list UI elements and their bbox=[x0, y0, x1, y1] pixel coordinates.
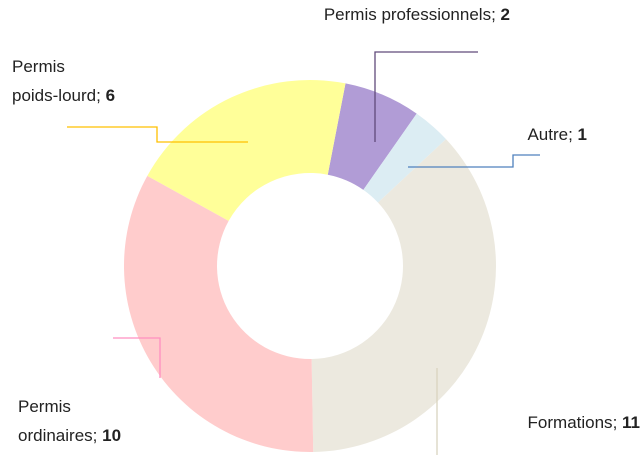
separator: ; bbox=[568, 125, 577, 144]
donut-slice bbox=[363, 113, 447, 203]
data-label: Permis bbox=[12, 57, 65, 76]
data-label: poids-lourd; 6 bbox=[12, 86, 115, 105]
donut-slice bbox=[123, 175, 314, 452]
category-name: poids-lourd bbox=[12, 86, 96, 105]
donut-slice bbox=[327, 83, 417, 190]
data-label: Formations; 11 bbox=[528, 413, 640, 432]
donut-slice bbox=[311, 139, 496, 452]
category-name: ordinaires bbox=[18, 426, 93, 445]
category-name: Permis bbox=[18, 397, 71, 416]
value-label: 1 bbox=[578, 125, 587, 144]
leader-line bbox=[374, 51, 478, 142]
separator: ; bbox=[96, 86, 105, 105]
category-name: Formations bbox=[528, 413, 613, 432]
value-label: 10 bbox=[102, 426, 121, 445]
category-name: Permis professionnels bbox=[324, 5, 491, 24]
category-name: Autre bbox=[527, 125, 568, 144]
data-label: Permis bbox=[18, 397, 71, 416]
data-label: Autre; 1 bbox=[527, 125, 587, 144]
data-label: Permis professionnels; 2 bbox=[324, 5, 510, 24]
separator: ; bbox=[491, 5, 500, 24]
value-label: 2 bbox=[501, 5, 510, 24]
separator: ; bbox=[613, 413, 622, 432]
leader-line bbox=[113, 337, 161, 378]
donut-slice bbox=[147, 79, 346, 221]
value-label: 6 bbox=[106, 86, 115, 105]
data-label: ordinaires; 10 bbox=[18, 426, 121, 445]
leader-line bbox=[408, 154, 540, 168]
separator: ; bbox=[93, 426, 102, 445]
value-label: 11 bbox=[622, 413, 640, 432]
category-name: Permis bbox=[12, 57, 65, 76]
leader-line bbox=[67, 126, 248, 143]
